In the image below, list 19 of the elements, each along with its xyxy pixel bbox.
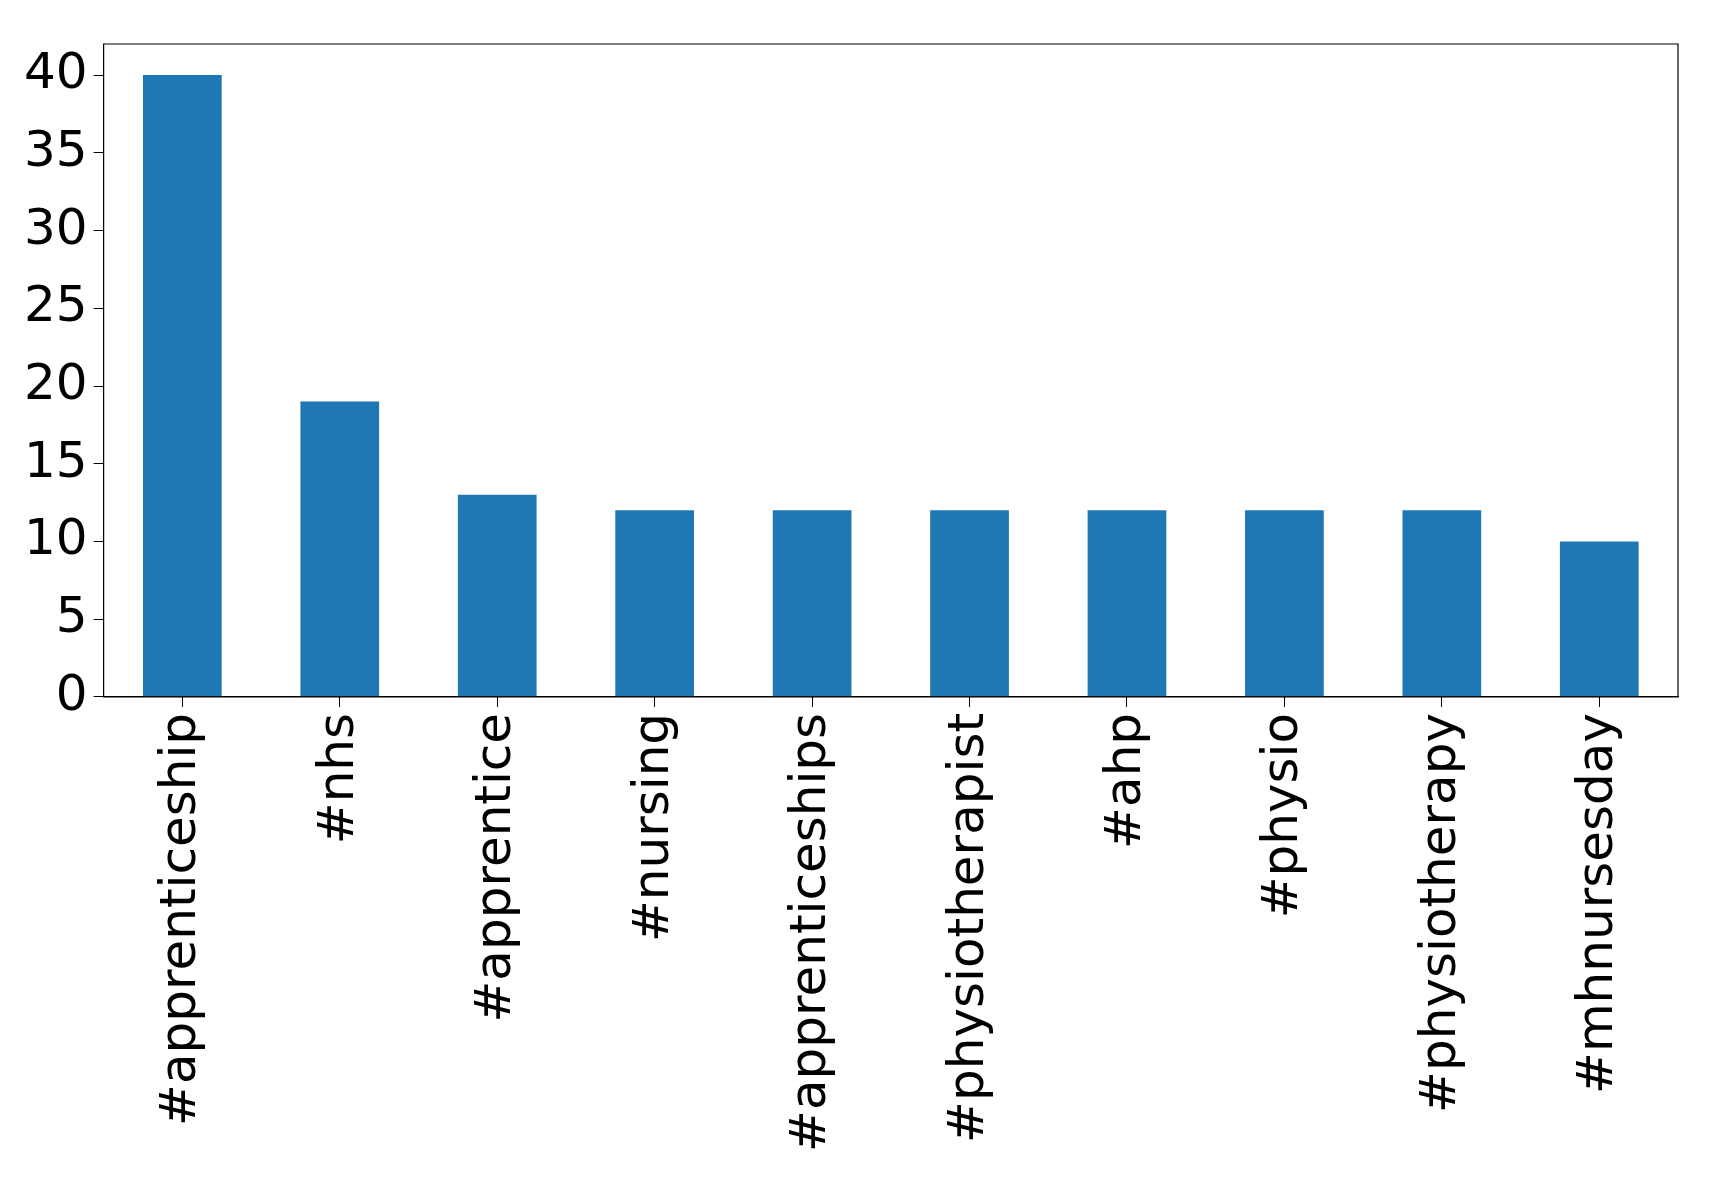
y-tick-label: 35 <box>24 119 88 178</box>
x-tick-label: #apprentice <box>464 712 523 1023</box>
y-tick-label: 20 <box>24 352 88 411</box>
x-tick-label: #nhs <box>306 712 365 845</box>
x-tick-label: #physiotherapist <box>936 712 995 1143</box>
y-tick-label: 10 <box>24 508 88 567</box>
y-tick-label: 5 <box>55 586 88 645</box>
x-tick-label: #physio <box>1251 712 1310 919</box>
x-tick-label: #ahp <box>1093 712 1152 849</box>
x-tick-label: #nursing <box>621 712 680 943</box>
y-tick-label: 0 <box>55 663 88 722</box>
x-tick-label: #apprenticeships <box>779 712 838 1153</box>
x-tick-label: #apprenticeship <box>149 712 208 1126</box>
y-tick-label: 25 <box>24 275 88 334</box>
x-tick-label: #mhnursesday <box>1566 712 1625 1094</box>
y-tick-label: 15 <box>24 430 88 489</box>
x-tick-label: #physiotherapy <box>1408 712 1467 1113</box>
y-tick-label: 40 <box>24 42 88 101</box>
y-tick-label: 30 <box>24 197 88 256</box>
